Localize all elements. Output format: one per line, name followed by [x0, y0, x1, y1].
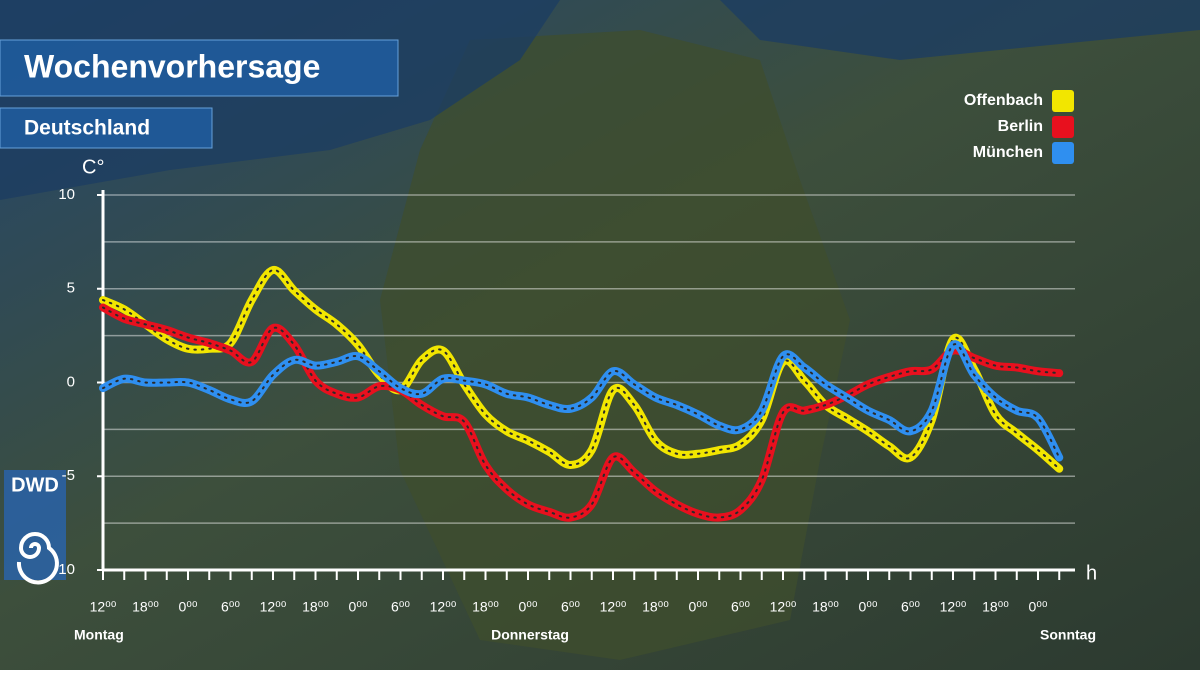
series-line-dots	[102, 268, 1061, 470]
series-line-dots	[102, 306, 1061, 519]
y-axis-label: C°	[82, 156, 104, 178]
map-sea	[720, 0, 1200, 60]
x-tick-label: 6⁰⁰	[561, 599, 580, 615]
map-country	[380, 30, 850, 660]
title-box	[0, 39, 399, 97]
x-tick-label: 12⁰⁰	[260, 599, 287, 615]
x-tick-label: 18⁰⁰	[302, 599, 329, 615]
x-tick-label: 18⁰⁰	[982, 599, 1009, 615]
day-label: Montag	[74, 627, 124, 643]
x-tick-label: 12⁰⁰	[430, 599, 457, 615]
chart-subtitle: Deutschland	[24, 117, 150, 140]
legend-swatch	[1052, 116, 1074, 138]
legend-label: München	[973, 144, 1043, 161]
chart-title: Wochenvorhersage	[24, 48, 320, 84]
day-label: Sonntag	[1040, 627, 1096, 643]
x-tick-label: 0⁰⁰	[1028, 599, 1047, 615]
day-label: Donnerstag	[491, 627, 569, 643]
y-tick-label: 10	[58, 186, 75, 203]
legend-swatch	[1052, 142, 1074, 164]
x-tick-label: 0⁰⁰	[858, 599, 877, 615]
x-axis-label: h	[1086, 562, 1097, 584]
x-tick-label: 6⁰⁰	[391, 599, 410, 615]
x-tick-label: 0⁰⁰	[688, 599, 707, 615]
x-tick-label: 0⁰⁰	[348, 599, 367, 615]
series-line-dots	[102, 343, 1061, 459]
y-tick-label: 0	[67, 373, 75, 390]
logo-text: DWD	[11, 474, 59, 496]
x-tick-label: 18⁰⁰	[472, 599, 499, 615]
logo-swirl	[16, 532, 59, 585]
legend-label: Berlin	[998, 118, 1043, 135]
x-tick-label: 12⁰⁰	[940, 599, 967, 615]
legend-label: Offenbach	[964, 92, 1043, 109]
x-tick-label: 18⁰⁰	[812, 599, 839, 615]
x-tick-label: 6⁰⁰	[731, 599, 750, 615]
y-tick-label: -5	[62, 467, 75, 484]
x-tick-label: 18⁰⁰	[132, 599, 159, 615]
x-tick-label: 12⁰⁰	[770, 599, 797, 615]
x-tick-label: 12⁰⁰	[600, 599, 627, 615]
x-tick-label: 0⁰⁰	[518, 599, 537, 615]
x-tick-label: 0⁰⁰	[178, 599, 197, 615]
legend-swatch	[1052, 90, 1074, 112]
x-tick-label: 6⁰⁰	[221, 599, 240, 615]
x-tick-label: 6⁰⁰	[901, 599, 920, 615]
x-tick-label: 18⁰⁰	[642, 599, 669, 615]
y-tick-label: -10	[53, 561, 75, 578]
x-tick-label: 12⁰⁰	[90, 599, 117, 615]
subtitle-box	[0, 107, 213, 149]
y-tick-label: 5	[67, 280, 75, 297]
